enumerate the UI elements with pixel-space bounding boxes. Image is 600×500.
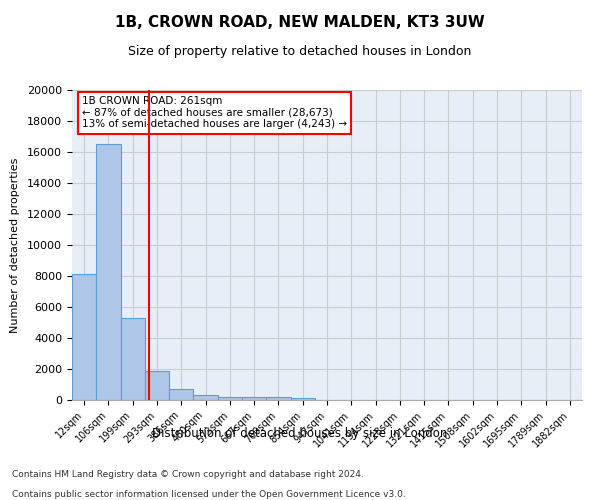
Bar — [169, 389, 193, 400]
Bar — [218, 396, 242, 400]
Text: Contains public sector information licensed under the Open Government Licence v3: Contains public sector information licen… — [12, 490, 406, 499]
Bar — [121, 318, 145, 400]
Bar — [72, 274, 96, 400]
Bar — [266, 398, 290, 400]
Bar — [290, 398, 315, 400]
Text: Contains HM Land Registry data © Crown copyright and database right 2024.: Contains HM Land Registry data © Crown c… — [12, 470, 364, 479]
Bar — [145, 372, 169, 400]
Text: Distribution of detached houses by size in London: Distribution of detached houses by size … — [152, 428, 448, 440]
Text: 1B, CROWN ROAD, NEW MALDEN, KT3 3UW: 1B, CROWN ROAD, NEW MALDEN, KT3 3UW — [115, 15, 485, 30]
Y-axis label: Number of detached properties: Number of detached properties — [10, 158, 20, 332]
Bar — [96, 144, 121, 400]
Bar — [193, 396, 218, 400]
Text: 1B CROWN ROAD: 261sqm
← 87% of detached houses are smaller (28,673)
13% of semi-: 1B CROWN ROAD: 261sqm ← 87% of detached … — [82, 96, 347, 130]
Bar — [242, 398, 266, 400]
Text: Size of property relative to detached houses in London: Size of property relative to detached ho… — [128, 45, 472, 58]
